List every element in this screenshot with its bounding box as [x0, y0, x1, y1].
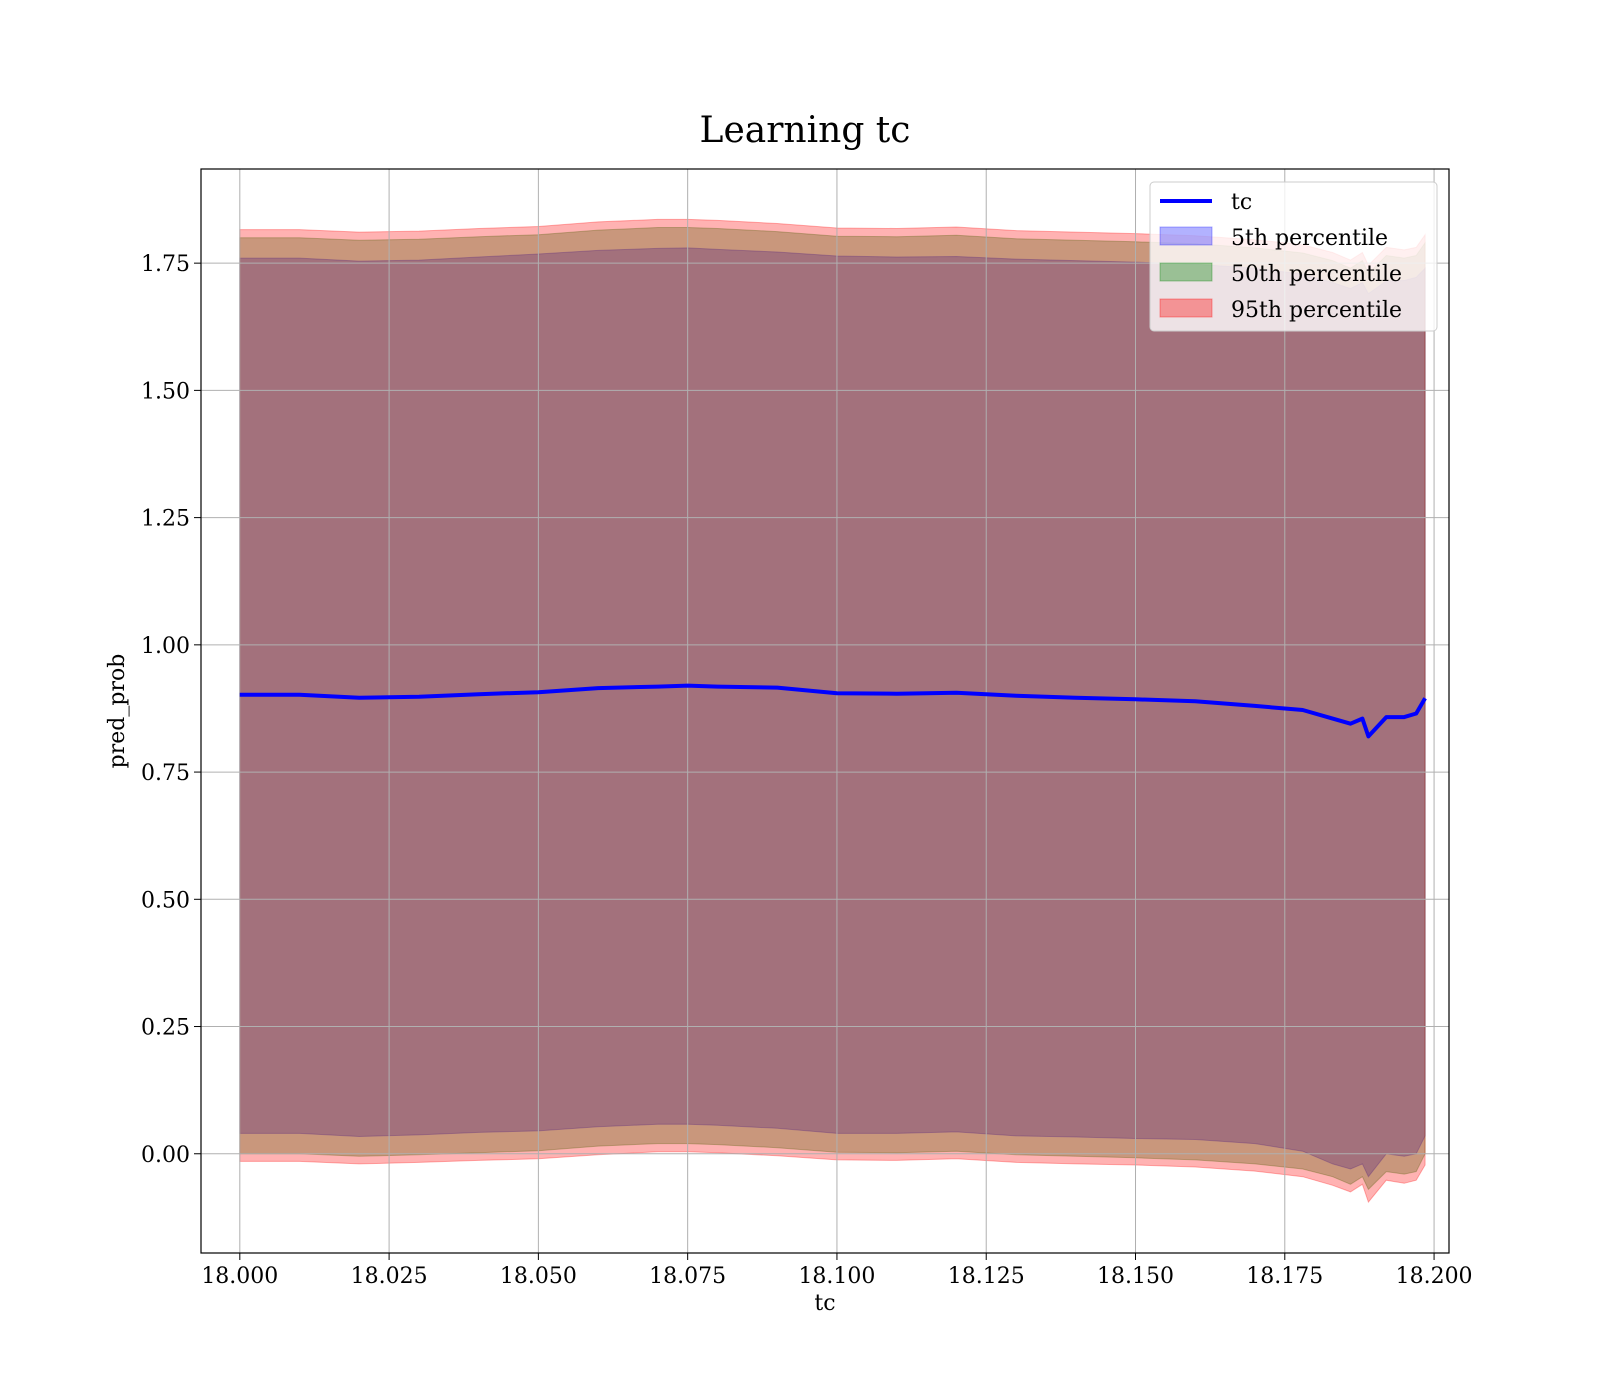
y-tick-label: 0.75	[141, 761, 190, 786]
x-tick-label: 18.075	[649, 1264, 726, 1289]
legend-label-5th-percentile: 5th percentile	[1231, 226, 1388, 251]
series-line-tc	[239, 683, 1427, 739]
legend-5th-percentile-swatch	[1159, 226, 1213, 246]
x-axis-ticks: 18.000 18.025 18.050 18.075 18.100 18.125 18.1…	[201, 1253, 1473, 1289]
x-tick-label: 18.150	[1097, 1264, 1174, 1289]
band-95th-percentile	[239, 218, 1426, 1204]
x-tick-label: 18.175	[1246, 1264, 1323, 1289]
y-axis-ticks: 0.00 0.25 0.50 0.75 1.00 1.25 1.50 1.75	[141, 252, 201, 1168]
x-tick-label: 18.050	[500, 1264, 577, 1289]
grid-lines	[201, 169, 1449, 1253]
y-tick-label: 0.00	[141, 1143, 190, 1168]
y-tick-label: 1.25	[141, 507, 190, 532]
percentile-bands	[239, 218, 1426, 1204]
legend-label-50th-percentile: 50th percentile	[1231, 262, 1402, 287]
band-5th-percentile	[239, 247, 1426, 1178]
legend-50th-percentile-swatch	[1159, 262, 1213, 282]
x-tick-label: 18.125	[948, 1264, 1025, 1289]
x-axis-label: tc	[814, 1291, 835, 1316]
x-tick-label: 18.000	[201, 1264, 278, 1289]
y-axis-label: pred_prob	[105, 654, 130, 769]
y-tick-label: 0.25	[141, 1016, 190, 1041]
x-tick-label: 18.100	[798, 1264, 875, 1289]
plot-frame	[200, 168, 1450, 1254]
y-tick-label: 1.00	[141, 634, 190, 659]
y-tick-label: 1.50	[141, 379, 190, 404]
legend-95th-percentile-swatch	[1159, 298, 1213, 318]
legend-frame	[1149, 181, 1438, 332]
y-tick-label: 1.75	[141, 252, 190, 277]
tc-line-layer	[239, 683, 1427, 739]
legend-label-95th-percentile: 95th percentile	[1231, 298, 1402, 323]
chart-title: Learning tc	[700, 110, 911, 151]
y-tick-label: 0.50	[141, 888, 190, 913]
x-tick-label: 18.200	[1396, 1264, 1473, 1289]
legend-label-tc: tc	[1231, 190, 1252, 215]
legend: tc 5th percentile 50th percentile 95th p…	[1149, 181, 1438, 332]
x-tick-label: 18.025	[351, 1264, 428, 1289]
